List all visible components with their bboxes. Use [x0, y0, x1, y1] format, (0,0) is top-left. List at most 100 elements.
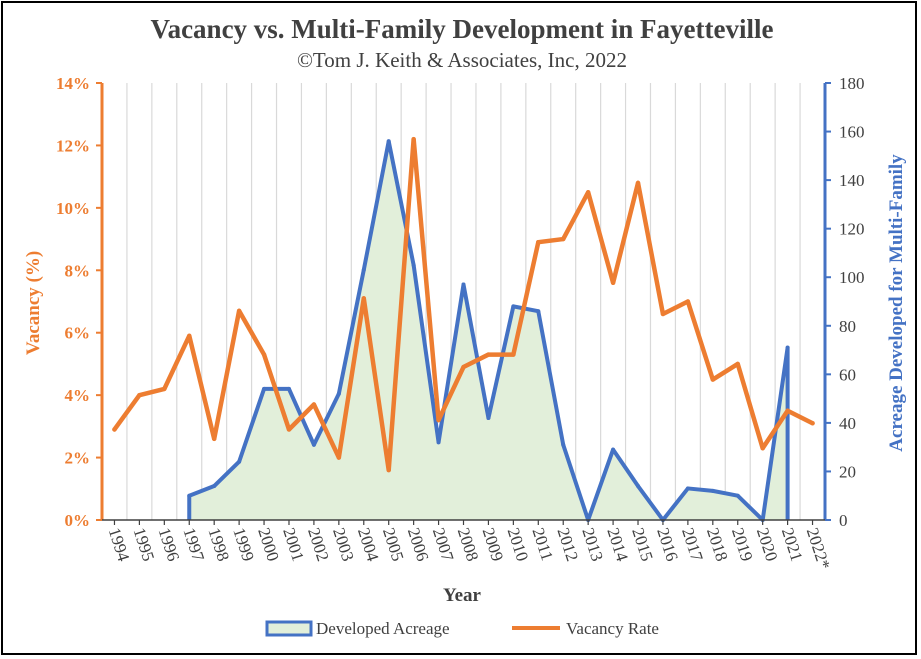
x-axis-tick-label: 2012 [553, 525, 582, 563]
x-axis-tick-label: 2004 [354, 525, 383, 564]
vacancy-rate-point [261, 352, 267, 357]
y-axis-right-tick-label: 20 [839, 462, 856, 481]
vacancy-rate-point [810, 421, 815, 426]
developed-acreage-point [685, 486, 690, 491]
chart-subtitle: ©Tom J. Keith & Associates, Inc, 2022 [297, 48, 627, 72]
area-layer [187, 139, 790, 522]
x-axis-tick-label: 2020 [753, 525, 782, 563]
developed-acreage-point [536, 309, 541, 314]
y-axis-right-tick-label: 60 [839, 365, 856, 384]
legend: Developed Acreage Vacancy Rate [265, 619, 659, 638]
developed-acreage-point [511, 304, 516, 309]
vacancy-rate-point [187, 333, 192, 339]
developed-acreage-point [411, 263, 416, 268]
developed-acreage-point [361, 267, 366, 272]
x-axis-tick-label: 1995 [130, 525, 159, 563]
vacancy-rate-point [211, 436, 217, 442]
x-axis-tick-label: 2019 [728, 525, 757, 563]
x-axis-tick-label: 2018 [703, 525, 732, 563]
vacancy-rate-point [112, 427, 117, 432]
developed-acreage-point [561, 442, 566, 447]
developed-acreage-point [436, 440, 441, 445]
vacancy-rate-point [735, 361, 740, 367]
legend-label-developed-acreage: Developed Acreage [316, 619, 450, 638]
developed-acreage-point [311, 442, 316, 447]
vacancy-rate-point [461, 364, 466, 370]
vacancy-rate-point [710, 377, 716, 382]
y-axis-right-tick-label: 160 [839, 123, 865, 142]
y-axis-right-tick-label: 40 [839, 414, 856, 433]
vacancy-rate-point [162, 386, 167, 392]
developed-acreage-point [262, 386, 267, 391]
developed-acreage-point [461, 282, 466, 287]
y-axis-right-tick-label: 0 [839, 511, 848, 530]
y-axis-right-tick-label: 80 [839, 317, 856, 336]
y-axis-left-tick-label: 12% [56, 136, 90, 155]
vacancy-rate-point [635, 180, 641, 186]
vacancy-rate-point [286, 427, 292, 432]
vacancy-rate-point [137, 392, 142, 398]
y-axis-left-tick-label: 8% [65, 261, 91, 280]
y-axis-right-tick-label: 120 [839, 220, 865, 239]
developed-acreage-point [611, 447, 616, 452]
x-axis-tick-label: 2021 [778, 525, 807, 563]
vacancy-rate-point [610, 280, 616, 285]
x-axis-tick-label: 2001 [279, 525, 308, 563]
developed-acreage-point [386, 139, 391, 144]
chart-svg: Vacancy vs. Multi-Family Development in … [23, 14, 907, 638]
vacancy-rate-point [236, 308, 242, 314]
vacancy-rate-point [336, 455, 342, 460]
vacancy-rate-point [311, 402, 317, 407]
vacancy-rate-point [486, 352, 491, 357]
developed-acreage-point [486, 416, 491, 421]
x-axis-tick-label: 2000 [254, 525, 283, 563]
x-axis-tick-label: 1999 [229, 525, 258, 563]
x-axis-tick-label: 2014 [603, 525, 632, 564]
x-axis-tick-label: 2017 [678, 525, 707, 564]
x-axis-tick-label: 2009 [479, 525, 508, 563]
x-axis-tick-label: 2003 [329, 525, 358, 563]
y-axis-left-tick-label: 2% [65, 449, 91, 468]
y-axis-right-label: Acreage Developed for Multi-Family [886, 154, 907, 452]
vacancy-rate-point [411, 136, 416, 142]
x-axis-tick-label: 2022* [803, 525, 834, 571]
x-axis-label: Year [443, 585, 482, 606]
x-axis-tick-label: 2005 [379, 525, 408, 563]
developed-acreage-point [336, 391, 341, 396]
x-axis-tick-label: 2016 [653, 525, 682, 563]
x-axis-tick-label: 2007 [429, 525, 458, 564]
legend-item-developed-acreage: Developed Acreage [265, 619, 450, 638]
y-axis-left-tick-label: 0% [65, 511, 91, 530]
legend-swatch-developed-acreage [265, 620, 313, 637]
x-axis-tick-label: 1996 [155, 525, 184, 563]
y-axis-right-tick-label: 180 [839, 74, 865, 93]
vacancy-rate-point [536, 239, 541, 245]
developed-acreage-point [636, 484, 641, 489]
y-axis-left-tick-label: 6% [65, 324, 91, 343]
legend-item-vacancy-rate: Vacancy Rate [512, 619, 659, 638]
vacancy-rate-point [660, 311, 666, 317]
vacancy-rate-point [785, 408, 790, 413]
vacancy-rate-point [386, 467, 391, 473]
x-axis-tick-label: 2008 [454, 525, 483, 563]
developed-acreage-area [189, 141, 788, 520]
chart-title: Vacancy vs. Multi-Family Development in … [151, 14, 774, 44]
vacancy-rate-point [685, 299, 691, 304]
developed-acreage-point [237, 459, 242, 464]
y-axis-left-label: Vacancy (%) [23, 251, 44, 355]
vacancy-rate-point [760, 446, 765, 451]
developed-acreage-point [187, 493, 192, 498]
vacancy-rate-point [361, 296, 366, 301]
vacancy-rate-point [511, 352, 516, 357]
developed-acreage-point [212, 484, 217, 489]
x-axis-tick-label: 2002 [304, 525, 333, 563]
y-axis-right-tick-label: 140 [839, 171, 865, 190]
x-axis-tick-label: 2010 [504, 525, 533, 563]
x-axis-tick-label: 1994 [105, 525, 134, 564]
vacancy-rate-point [585, 190, 591, 195]
x-axis-tick-label: 1997 [179, 525, 208, 564]
y-axis-left-tick-label: 14% [56, 74, 90, 93]
vacancy-rate-point [436, 417, 441, 423]
legend-label-vacancy-rate: Vacancy Rate [566, 619, 659, 638]
